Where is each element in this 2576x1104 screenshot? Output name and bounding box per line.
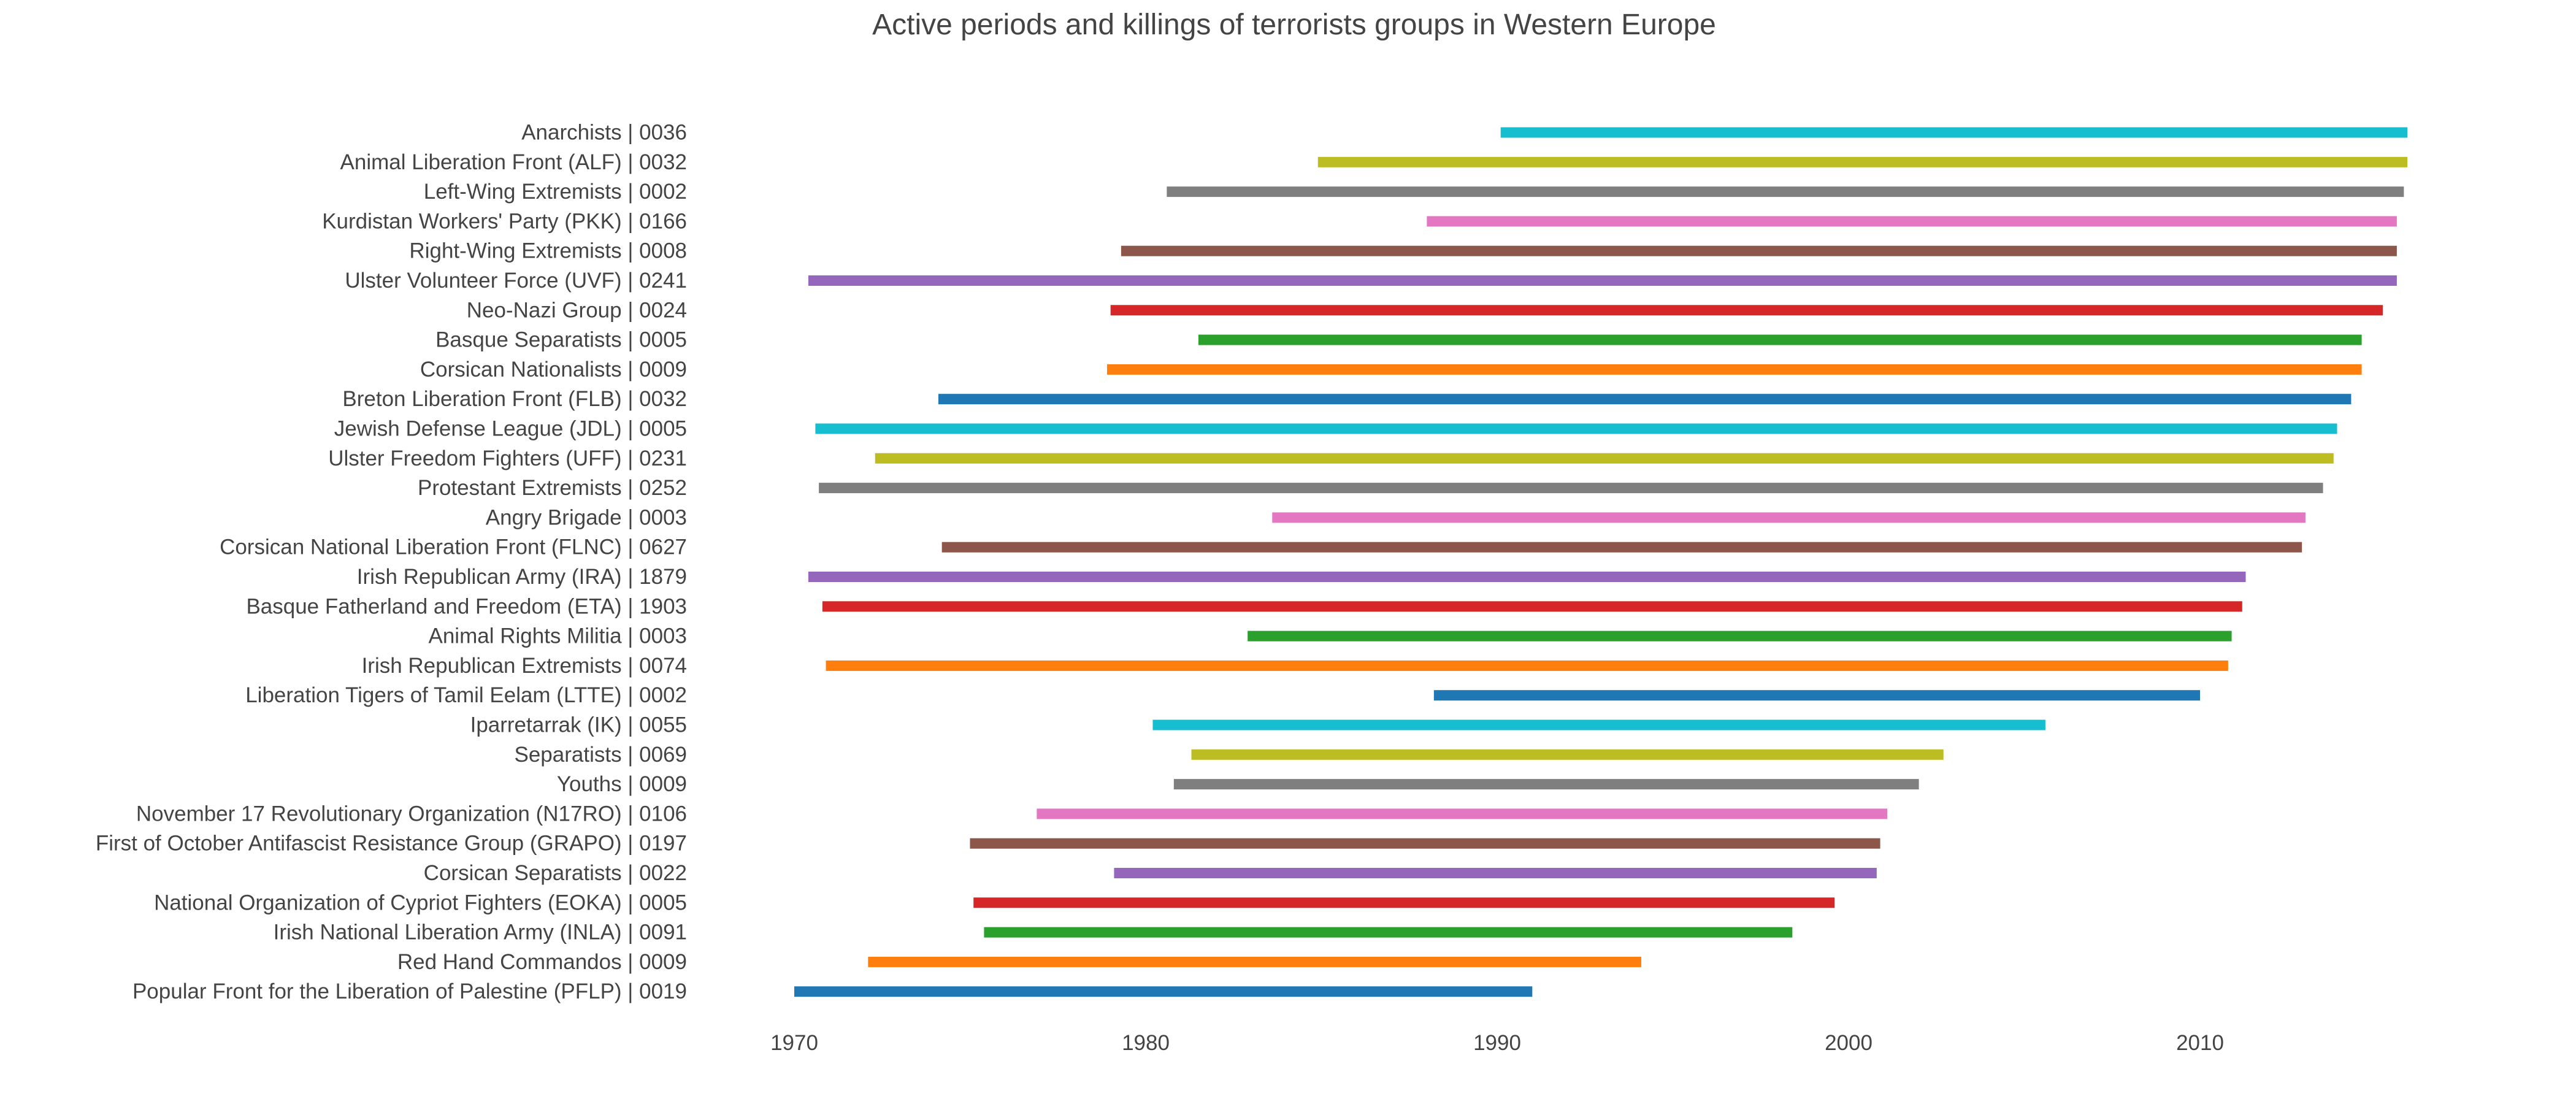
range-bar <box>1037 808 1888 819</box>
range-bar <box>1106 364 2362 375</box>
group-label: Neo-Nazi Group | 0024 <box>467 298 687 322</box>
group-label: Animal Liberation Front (ALF) | 0032 <box>340 150 687 174</box>
group-label: Breton Liberation Front (FLB) | 0032 <box>342 387 687 411</box>
range-bar <box>1248 631 2232 642</box>
range-bar <box>819 483 2323 494</box>
group-label: Basque Fatherland and Freedom (ETA) | 19… <box>246 594 687 618</box>
x-tick-label: 1980 <box>1122 1031 1170 1055</box>
range-bar <box>1317 156 2408 167</box>
group-label: Animal Rights Militia | 0003 <box>429 624 688 648</box>
range-bar <box>808 572 2246 582</box>
group-label: Liberation Tigers of Tamil Eelam (LTTE) … <box>245 683 687 707</box>
group-label: Corsican National Liberation Front (FLNC… <box>220 535 687 559</box>
group-label: Ulster Freedom Fighters (UFF) | 0231 <box>328 447 687 470</box>
range-bar <box>868 956 1641 967</box>
group-label: Irish National Liberation Army (INLA) | … <box>274 921 687 945</box>
group-label: Basque Separatists | 0005 <box>435 328 687 352</box>
range-bar <box>1272 512 2306 523</box>
x-tick-label: 2010 <box>2176 1031 2224 1055</box>
group-label: Irish Republican Army (IRA) | 1879 <box>357 565 687 589</box>
range-bar <box>815 423 2337 434</box>
group-label: Left-Wing Extremists | 0002 <box>424 180 687 204</box>
group-label: Separatists | 0069 <box>515 743 688 767</box>
group-label: Right-Wing Extremists | 0008 <box>409 239 687 263</box>
group-label: Protestant Extremists | 0252 <box>418 476 687 500</box>
range-bar <box>1114 868 1877 878</box>
range-bar <box>1427 216 2397 227</box>
group-label: Red Hand Commandos | 0009 <box>397 950 687 974</box>
range-bar <box>984 927 1793 938</box>
range-bar <box>1167 186 2404 197</box>
range-bar <box>826 660 2228 671</box>
range-bar <box>1121 245 2397 256</box>
group-label: Kurdistan Workers' Party (PKK) | 0166 <box>322 209 687 233</box>
range-bar <box>941 542 2302 553</box>
group-label: Corsican Separatists | 0022 <box>424 861 687 885</box>
range-bar <box>1198 334 2362 345</box>
group-label: Popular Front for the Liberation of Pale… <box>132 979 687 1003</box>
range-bar <box>1173 779 1919 790</box>
range-bar <box>973 897 1835 908</box>
group-label: Angry Brigade | 0003 <box>486 505 687 529</box>
range-bar <box>1433 690 2200 701</box>
group-label: Corsican Nationalists | 0009 <box>420 358 687 381</box>
x-tick-label: 1970 <box>770 1031 818 1055</box>
x-tick-label: 1990 <box>1473 1031 1521 1055</box>
x-tick-label: 2000 <box>1825 1031 1873 1055</box>
y-axis-labels: Anarchists | 0036 Animal Liberation Front… <box>96 121 687 1004</box>
x-axis-ticks: 1970 1980 1990 2000 2010 <box>770 1031 2224 1055</box>
group-label: First of October Antifascist Resistance … <box>96 832 687 856</box>
group-label: November 17 Revolutionary Organization (… <box>136 802 687 826</box>
group-label: Youths | 0009 <box>557 772 687 796</box>
range-bar <box>1110 305 2383 316</box>
group-label: Ulster Volunteer Force (UVF) | 0241 <box>345 269 687 293</box>
range-bar <box>1152 719 2045 730</box>
group-label: Jewish Defense League (JDL) | 0005 <box>334 417 687 441</box>
group-label: National Organization of Cypriot Fighter… <box>154 891 687 914</box>
range-bar <box>1500 127 2408 138</box>
chart-title: Active periods and killings of terrorist… <box>872 9 1716 41</box>
group-label: Anarchists | 0036 <box>521 121 687 145</box>
range-bar <box>1191 749 1944 760</box>
range-bar <box>822 601 2242 612</box>
bars-layer <box>794 127 2408 997</box>
group-label: Irish Republican Extremists | 0074 <box>362 654 687 678</box>
range-bar <box>808 275 2397 286</box>
range-bar <box>938 394 2352 405</box>
group-label: Iparretarrak (IK) | 0055 <box>470 713 687 737</box>
range-bar <box>794 986 1533 997</box>
range-bar <box>875 453 2334 464</box>
range-bar <box>970 838 1880 849</box>
